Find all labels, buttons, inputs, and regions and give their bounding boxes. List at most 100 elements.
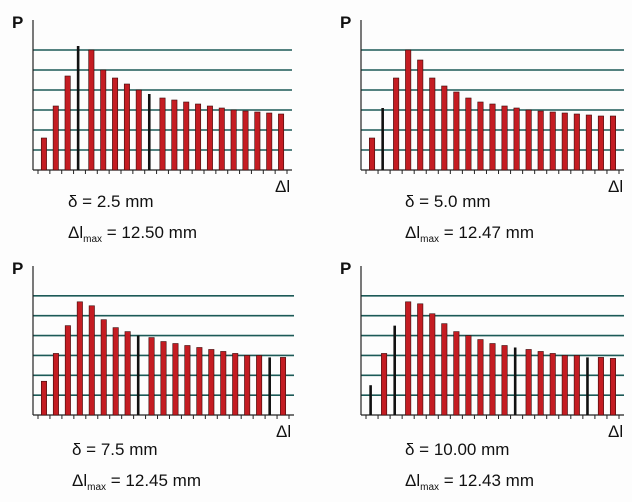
bar — [100, 319, 107, 416]
bar — [220, 351, 227, 416]
bar — [136, 335, 140, 415]
dlmax-value: = 12.45 mm — [106, 471, 201, 490]
y-axis-label: P — [12, 13, 23, 32]
y-axis-label: P — [340, 259, 351, 278]
bar — [573, 355, 580, 416]
bar — [393, 325, 397, 415]
bar — [609, 115, 616, 171]
dlmax-subscript: max — [420, 234, 439, 245]
bar — [208, 349, 215, 416]
bar — [88, 305, 95, 416]
bar — [537, 351, 544, 416]
bar — [477, 339, 484, 416]
bar — [573, 113, 580, 171]
bar — [369, 385, 372, 415]
bar — [160, 341, 167, 416]
bar — [196, 347, 203, 416]
bar — [135, 89, 142, 171]
delta-annotation: δ = 10.00 mm — [405, 440, 509, 459]
bar — [64, 75, 71, 171]
bar — [112, 77, 119, 171]
bar — [501, 105, 508, 171]
bar — [40, 137, 47, 171]
bar — [585, 114, 592, 171]
bar — [159, 97, 166, 171]
dlmax-annotation: Δlmax = 12.50 mm — [68, 223, 197, 245]
bar — [124, 331, 131, 416]
dlmax-subscript: max — [420, 482, 439, 493]
x-axis-label: Δl — [276, 422, 291, 441]
dlmax-annotation: Δlmax = 12.47 mm — [405, 223, 534, 245]
dlmax-value: = 12.43 mm — [439, 471, 534, 490]
bar — [76, 301, 83, 416]
bar — [525, 349, 532, 416]
dlmax-prefix: Δl — [72, 471, 87, 490]
bar — [52, 353, 59, 416]
bar — [280, 357, 287, 416]
bar — [76, 46, 80, 170]
delta-annotation: δ = 5.0 mm — [405, 192, 491, 211]
bar — [465, 335, 472, 416]
x-axis-label: Δl — [275, 177, 290, 196]
dlmax-prefix: Δl — [405, 471, 420, 490]
bar — [268, 357, 271, 415]
bar — [597, 357, 604, 416]
bar — [609, 358, 616, 416]
bar — [477, 101, 484, 171]
y-axis-label: P — [340, 13, 351, 32]
bar — [549, 353, 556, 416]
dlmax-prefix: Δl — [68, 223, 83, 242]
bar — [537, 110, 544, 171]
bar — [256, 355, 263, 416]
bar — [405, 49, 412, 171]
bar — [171, 99, 178, 171]
bar — [278, 113, 285, 171]
bar — [184, 345, 191, 416]
bar — [381, 108, 384, 170]
y-axis-label: P — [12, 259, 23, 278]
bar — [254, 111, 261, 171]
bar — [381, 353, 388, 416]
bar — [441, 85, 448, 171]
bar — [266, 112, 273, 171]
bar — [232, 353, 239, 416]
bar — [453, 91, 460, 171]
delta-annotation: δ = 2.5 mm — [68, 192, 154, 211]
bar — [88, 49, 95, 171]
x-axis-label: Δl — [608, 177, 623, 196]
bar — [172, 343, 179, 416]
bar — [112, 327, 119, 416]
bar — [441, 323, 448, 416]
bar — [429, 77, 436, 171]
bar — [369, 137, 376, 171]
bar — [417, 59, 424, 171]
bar — [206, 105, 213, 171]
bar — [244, 355, 251, 416]
bar — [549, 111, 556, 171]
dlmax-prefix: Δl — [405, 223, 420, 242]
bar — [100, 69, 107, 171]
bar — [561, 112, 568, 171]
bar — [513, 347, 517, 415]
x-axis-label: Δl — [608, 422, 623, 441]
dlmax-subscript: max — [83, 234, 102, 245]
bar — [183, 101, 190, 171]
bar — [586, 357, 589, 415]
bar — [148, 337, 155, 416]
bar — [195, 103, 202, 171]
bar — [489, 343, 496, 416]
dlmax-value: = 12.47 mm — [439, 223, 534, 242]
bar — [52, 105, 59, 171]
bar — [40, 380, 47, 416]
bar — [453, 331, 460, 416]
bar — [489, 103, 496, 171]
dlmax-annotation: Δlmax = 12.43 mm — [405, 471, 534, 493]
delta-annotation: δ = 7.5 mm — [72, 440, 158, 459]
bar — [147, 94, 151, 170]
bar — [230, 109, 237, 171]
